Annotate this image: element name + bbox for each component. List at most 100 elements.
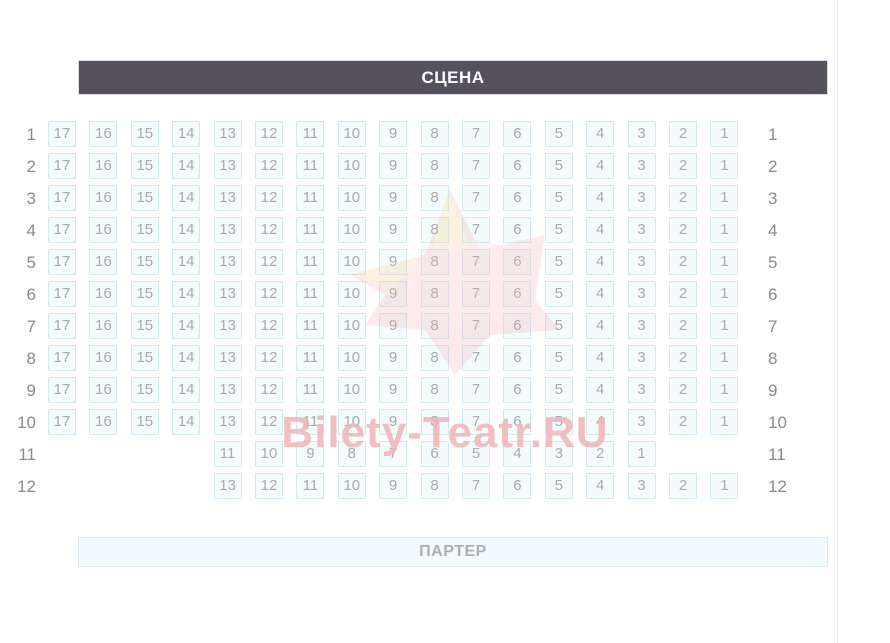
seat[interactable]: 14 [172,121,201,147]
seat[interactable]: 6 [503,217,532,243]
seat[interactable]: 9 [379,185,408,211]
seat[interactable]: 14 [172,313,201,339]
seat[interactable]: 11 [296,345,325,371]
seat[interactable]: 7 [462,185,490,211]
seat[interactable]: 6 [503,377,532,403]
seat[interactable]: 11 [296,217,325,243]
seat[interactable]: 13 [213,153,242,179]
seat[interactable]: 5 [462,441,490,467]
seat[interactable]: 10 [337,185,366,211]
seat[interactable]: 3 [627,217,656,243]
seat[interactable]: 5 [544,473,573,499]
seat[interactable]: 17 [48,313,76,339]
seat[interactable]: 9 [379,217,408,243]
seat[interactable]: 12 [255,313,283,339]
seat[interactable]: 16 [89,249,118,275]
seat[interactable]: 6 [503,409,532,435]
seat[interactable]: 4 [503,441,532,467]
seat[interactable]: 16 [89,377,118,403]
seat[interactable]: 8 [420,377,449,403]
seat[interactable]: 2 [669,409,697,435]
seat[interactable]: 17 [48,153,76,179]
seat[interactable]: 1 [710,121,739,147]
seat[interactable]: 11 [296,313,325,339]
seat[interactable]: 12 [255,217,283,243]
seat[interactable]: 6 [503,473,532,499]
seat[interactable]: 8 [420,249,449,275]
seat[interactable]: 12 [255,249,283,275]
seat[interactable]: 6 [503,345,532,371]
seat[interactable]: 2 [669,249,697,275]
seat[interactable]: 17 [48,345,76,371]
seat[interactable]: 3 [627,185,656,211]
seat[interactable]: 13 [213,473,242,499]
seat[interactable]: 10 [337,409,366,435]
seat[interactable]: 1 [710,313,739,339]
seat[interactable]: 1 [710,281,739,307]
seat[interactable]: 5 [544,313,573,339]
seat[interactable]: 16 [89,153,118,179]
seat[interactable]: 7 [462,217,490,243]
seat[interactable]: 12 [255,409,283,435]
seat[interactable]: 13 [213,409,242,435]
seat[interactable]: 14 [172,281,201,307]
seat[interactable]: 10 [337,153,366,179]
seat[interactable]: 10 [337,217,366,243]
seat[interactable]: 11 [296,409,325,435]
seat[interactable]: 6 [503,313,532,339]
seat[interactable]: 12 [255,473,283,499]
seat[interactable]: 4 [586,473,615,499]
seat[interactable]: 10 [337,473,366,499]
seat[interactable]: 5 [544,281,573,307]
seat[interactable]: 17 [48,217,76,243]
seat[interactable]: 12 [255,121,283,147]
seat[interactable]: 7 [462,377,490,403]
seat[interactable]: 13 [213,377,242,403]
seat[interactable]: 13 [213,313,242,339]
seat[interactable]: 8 [420,409,449,435]
seat[interactable]: 5 [544,217,573,243]
seat[interactable]: 10 [255,441,283,467]
seat[interactable]: 15 [130,345,159,371]
seat[interactable]: 6 [503,153,532,179]
seat[interactable]: 16 [89,185,118,211]
seat[interactable]: 1 [710,249,739,275]
seat[interactable]: 8 [420,185,449,211]
seat[interactable]: 9 [379,473,408,499]
seat[interactable]: 15 [130,281,159,307]
seat[interactable]: 6 [420,441,449,467]
seat[interactable]: 9 [379,281,408,307]
seat[interactable]: 9 [379,313,408,339]
seat[interactable]: 3 [627,313,656,339]
seat[interactable]: 3 [627,473,656,499]
seat[interactable]: 1 [710,377,739,403]
seat[interactable]: 14 [172,153,201,179]
seat[interactable]: 11 [296,249,325,275]
seat[interactable]: 10 [337,121,366,147]
seat[interactable]: 2 [669,345,697,371]
seat[interactable]: 9 [379,409,408,435]
seat[interactable]: 10 [337,249,366,275]
seat[interactable]: 9 [379,153,408,179]
seat[interactable]: 5 [544,153,573,179]
seat[interactable]: 15 [130,153,159,179]
seat[interactable]: 2 [669,281,697,307]
seat[interactable]: 16 [89,313,118,339]
seat[interactable]: 8 [420,281,449,307]
seat[interactable]: 3 [627,409,656,435]
seat[interactable]: 3 [627,249,656,275]
seat[interactable]: 11 [296,473,325,499]
seat[interactable]: 17 [48,377,76,403]
seat[interactable]: 9 [296,441,325,467]
seat[interactable]: 1 [710,409,739,435]
seat[interactable]: 8 [420,217,449,243]
seat[interactable]: 14 [172,377,201,403]
seat[interactable]: 12 [255,281,283,307]
seat[interactable]: 2 [669,217,697,243]
seat[interactable]: 11 [296,185,325,211]
seat[interactable]: 5 [544,409,573,435]
seat[interactable]: 14 [172,185,201,211]
seat[interactable]: 10 [337,313,366,339]
seat[interactable]: 2 [669,185,697,211]
seat[interactable]: 6 [503,185,532,211]
